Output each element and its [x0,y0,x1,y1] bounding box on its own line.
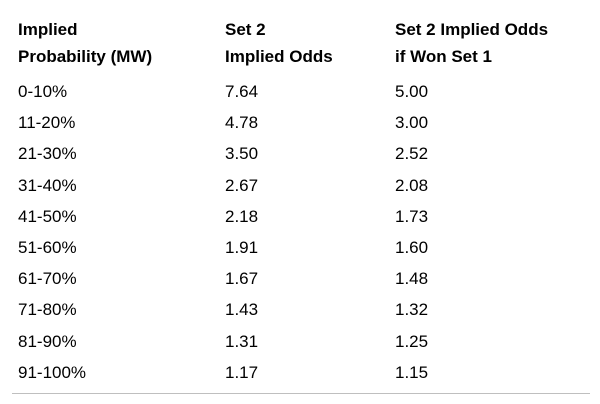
table-cell: 31-40% [18,175,77,195]
table-cell: 1.32 [395,300,429,320]
table-cell: 5.00 [395,82,429,101]
table-cell: 1.73 [395,206,429,226]
table-cell: 3.00 [395,113,429,133]
table-cell: 1.15 [395,362,429,382]
table-cell: 41-50% [18,206,77,226]
table-cell: 4.78 [225,113,259,133]
table-bottom-rule [12,393,590,394]
table-cell: 61-70% [18,269,77,289]
table-cell: 2.08 [395,175,429,195]
table-cell: 3.50 [225,144,259,164]
table-cell: 1.43 [225,300,259,320]
table-cell: 21-30% [18,144,77,164]
table-cell: 0-10% [18,82,68,101]
table-cell: 81-90% [18,331,77,351]
table-cell: 11-20% [18,113,76,133]
table-cell: 71-80% [18,300,77,320]
table-cell: 1.48 [395,269,429,289]
table-cell: 7.64 [225,82,259,101]
table-cell: 2.52 [395,144,429,164]
column-header: Set 2 Implied Odds [395,20,549,39]
column-header: Set 2 [225,20,266,39]
table-cell: 1.67 [225,269,259,289]
table-cell: 51-60% [18,238,77,257]
table-cell: 1.25 [395,331,429,351]
column-header: Implied Odds [225,47,333,66]
table-cell: 2.18 [225,206,259,226]
table-cell: 1.17 [225,362,259,382]
column-header: Implied [18,20,78,39]
column-header: Probability (MW) [18,47,153,66]
table-cell: 91-100% [18,362,87,382]
table-cell: 2.67 [225,175,259,195]
table-cell: 1.60 [395,238,429,257]
table-cell: 1.91 [225,238,259,257]
column-header: if Won Set 1 [395,47,492,66]
table-cell: 1.31 [225,331,259,351]
